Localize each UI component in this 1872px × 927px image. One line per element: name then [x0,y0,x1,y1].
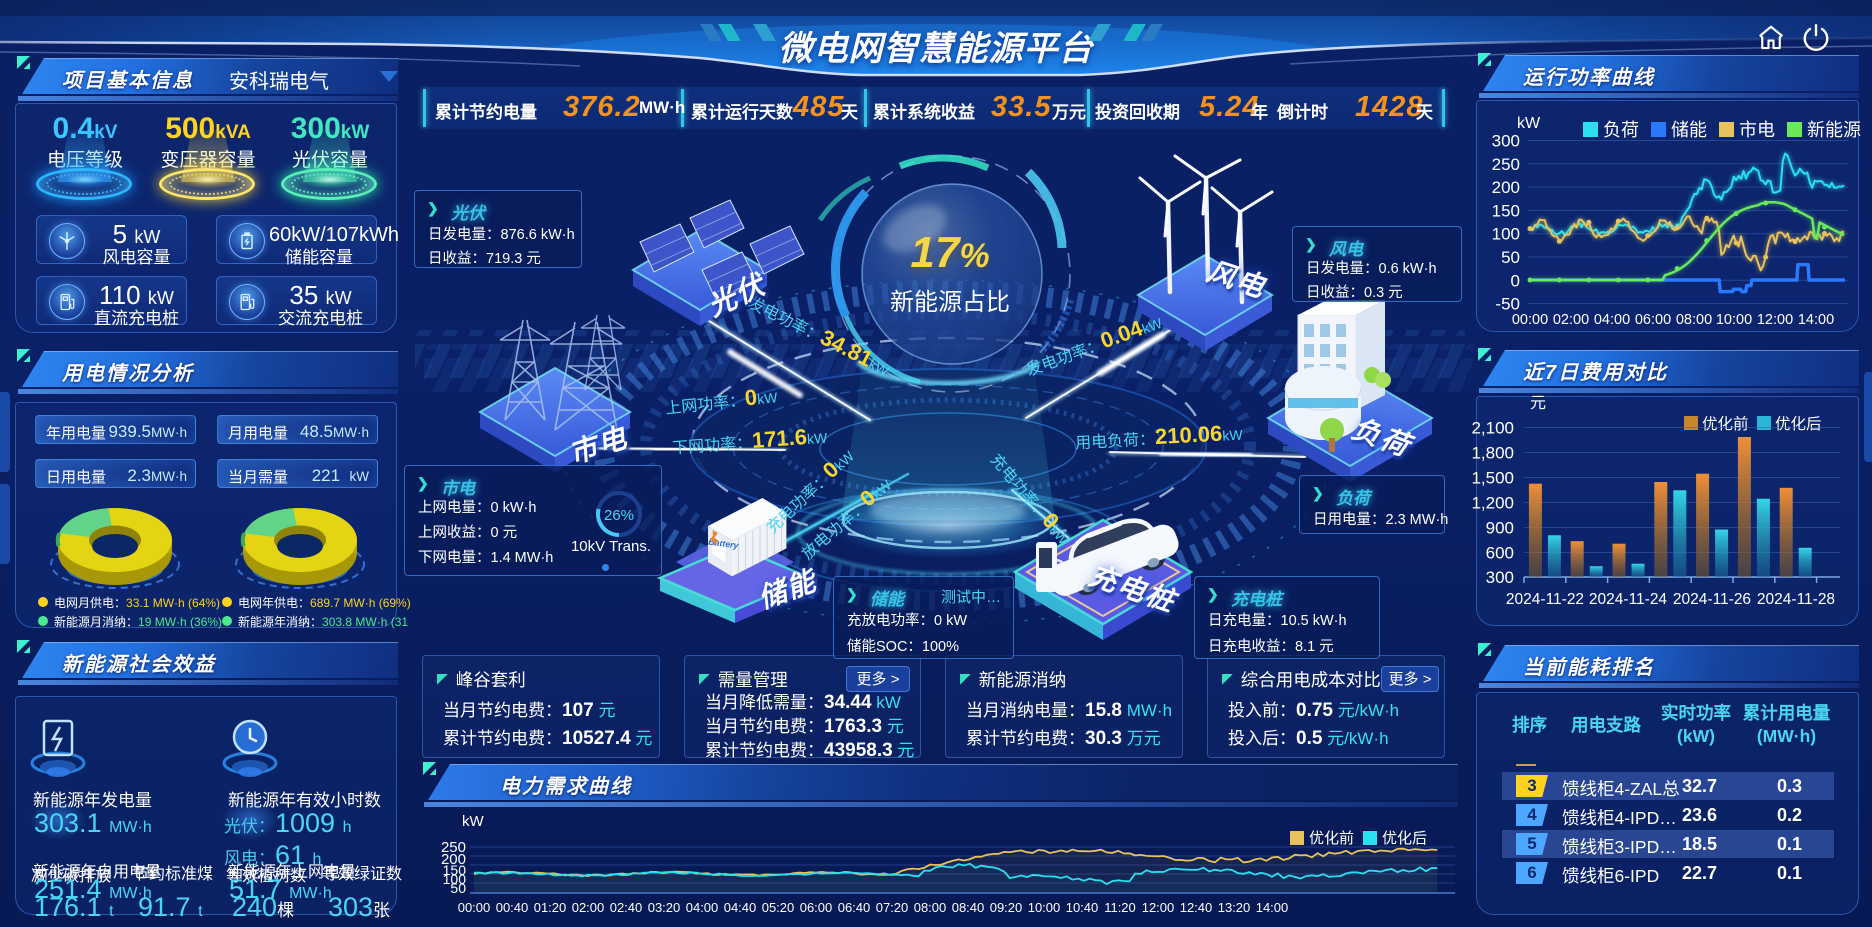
svg-text:1,800: 1,800 [1471,444,1514,463]
svg-text:100: 100 [443,871,467,887]
svg-text:06:00: 06:00 [1635,312,1671,328]
svg-text:250: 250 [441,839,466,856]
svg-text:00:40: 00:40 [496,900,529,915]
svg-text:26%: 26% [604,507,634,524]
svg-text:kW: kW [1517,115,1541,132]
svg-text:储能: 储能 [1671,120,1707,140]
svg-text:600: 600 [1486,544,1514,563]
svg-text:负荷: 负荷 [1603,120,1639,140]
svg-text:10:00: 10:00 [1028,900,1061,915]
svg-text:01:20: 01:20 [534,900,567,915]
svg-text:08:40: 08:40 [952,900,985,915]
svg-text:02:00: 02:00 [1553,312,1589,328]
svg-text:300: 300 [1492,132,1520,151]
svg-text:50: 50 [450,880,466,896]
svg-text:优化后: 优化后 [1775,415,1822,433]
svg-text:市电: 市电 [1739,120,1775,140]
svg-text:07:20: 07:20 [876,900,909,915]
svg-text:2,100: 2,100 [1471,419,1514,438]
svg-text:1,200: 1,200 [1471,494,1514,513]
svg-text:2024-11-26: 2024-11-26 [1673,591,1751,608]
svg-text:06:40: 06:40 [838,900,871,915]
svg-text:-50: -50 [1495,295,1520,314]
svg-text:08:00: 08:00 [914,900,947,915]
svg-text:新能源: 新能源 [1807,120,1861,140]
svg-text:02:00: 02:00 [572,900,605,915]
svg-text:2024-11-28: 2024-11-28 [1757,591,1835,608]
svg-text:200: 200 [1492,178,1520,197]
svg-text:14:00: 14:00 [1256,900,1289,915]
svg-text:00:00: 00:00 [458,900,491,915]
svg-text:12:00: 12:00 [1757,312,1793,328]
svg-text:03:20: 03:20 [648,900,681,915]
svg-text:11:20: 11:20 [1104,900,1136,915]
svg-text:200: 200 [441,851,466,868]
svg-text:优化前: 优化前 [1309,830,1354,847]
svg-text:06:00: 06:00 [800,900,833,915]
svg-text:优化后: 优化后 [1382,830,1427,847]
svg-text:150: 150 [1492,201,1520,220]
svg-text:08:00: 08:00 [1676,312,1712,328]
svg-text:0: 0 [1511,271,1520,290]
svg-text:100: 100 [1492,225,1520,244]
svg-text:2024-11-24: 2024-11-24 [1589,591,1668,608]
svg-text:kW: kW [462,813,485,830]
svg-text:09:20: 09:20 [990,900,1023,915]
svg-text:13:20: 13:20 [1218,900,1251,915]
svg-text:05:20: 05:20 [762,900,795,915]
svg-text:50: 50 [1501,248,1520,267]
svg-text:150: 150 [443,862,467,878]
svg-text:04:00: 04:00 [686,900,719,915]
svg-text:10:00: 10:00 [1716,312,1752,328]
svg-text:2024-11-22: 2024-11-22 [1506,591,1584,608]
svg-text:14:00: 14:00 [1798,312,1834,328]
svg-text:04:00: 04:00 [1594,312,1630,328]
svg-text:250: 250 [1492,155,1520,174]
svg-text:300: 300 [1486,568,1514,587]
svg-text:900: 900 [1486,519,1514,538]
svg-text:优化前: 优化前 [1702,415,1749,433]
svg-text:02:40: 02:40 [610,900,643,915]
svg-text:10:40: 10:40 [1066,900,1099,915]
svg-text:00:00: 00:00 [1512,312,1548,328]
svg-text:1,500: 1,500 [1471,469,1514,488]
svg-text:12:00: 12:00 [1142,900,1175,915]
svg-text:04:40: 04:40 [724,900,757,915]
svg-text:12:40: 12:40 [1180,900,1213,915]
svg-text:元: 元 [1530,395,1546,412]
